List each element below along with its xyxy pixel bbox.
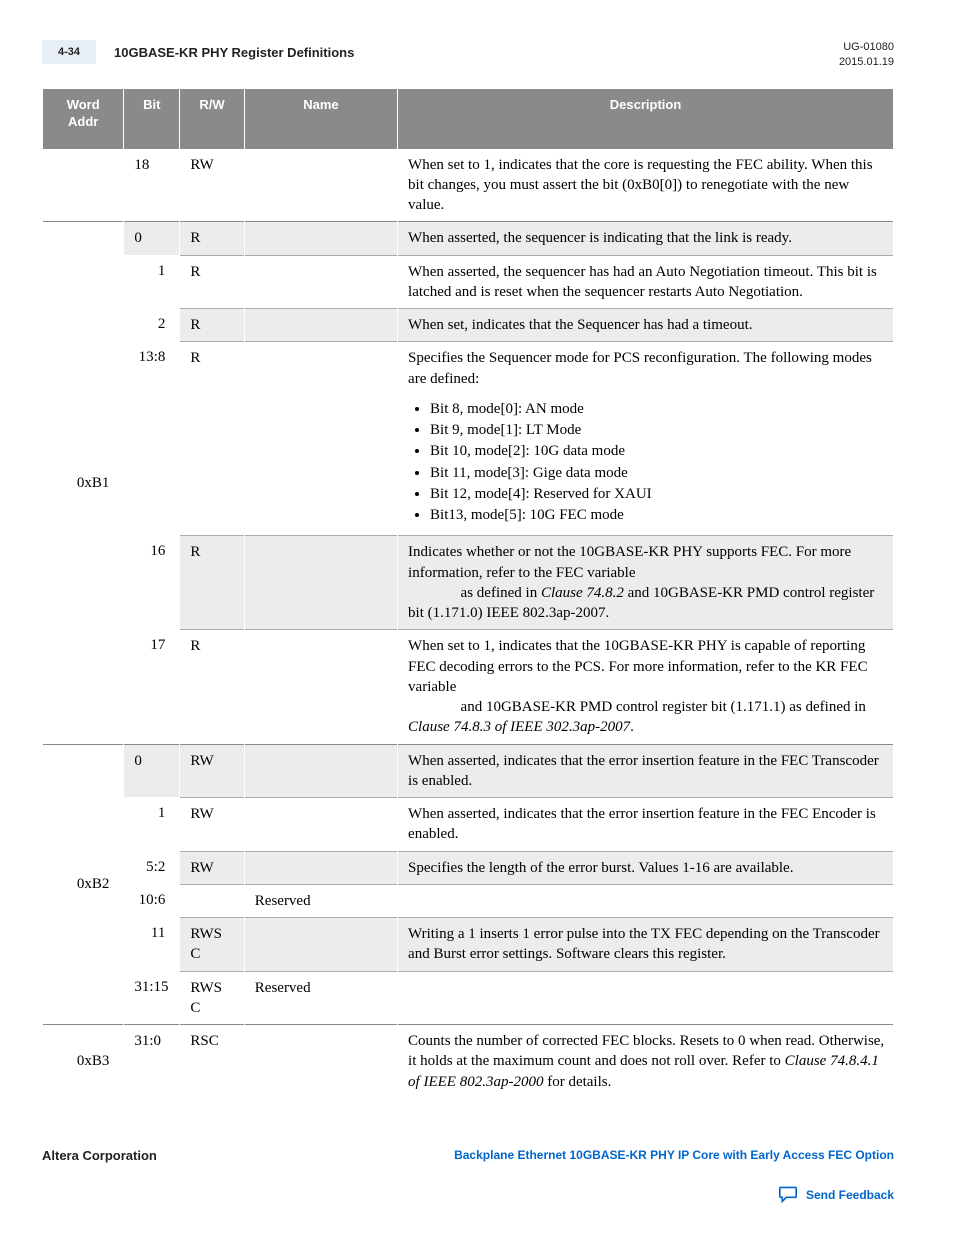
header-left: 4-34 10GBASE-KR PHY Register Definitions xyxy=(42,40,354,64)
col-word-addr: WordAddr xyxy=(43,89,123,149)
cell-description xyxy=(398,971,893,1025)
table-body: 18RWWhen set to 1, indicates that the co… xyxy=(43,149,893,1098)
cell-name xyxy=(245,255,397,309)
cell-rw: R xyxy=(180,629,243,743)
page-footer: Altera Corporation Backplane Ethernet 10… xyxy=(42,1148,894,1163)
doc-id: UG-01080 xyxy=(839,40,894,55)
cell-rw: R xyxy=(180,221,243,254)
cell-bit: 16 xyxy=(124,535,179,629)
cell-rw: RW xyxy=(180,851,243,884)
table-row: 17R When set to 1, indicates that the 10G… xyxy=(43,629,893,743)
register-table: WordAddr Bit R/W Name Description 18RWWh… xyxy=(42,89,894,1098)
cell-rw: R xyxy=(180,308,243,341)
table-row: 2R When set, indicates that the Sequencer… xyxy=(43,308,893,341)
table-row: 10:6 Reserved xyxy=(43,884,893,917)
table-row: 13:8R Specifies the Sequencer mode for PC… xyxy=(43,341,893,535)
table-row: 11RWSC Writing a 1 inserts 1 error pulse … xyxy=(43,917,893,971)
table-row: 0xB20RWWhen asserted, indicates that the… xyxy=(43,744,893,798)
cell-bit: 2 xyxy=(124,308,179,341)
cell-bit: 1 xyxy=(124,255,179,309)
cell-description: When asserted, indicates that the error … xyxy=(398,797,893,851)
cell-bit: 13:8 xyxy=(124,341,179,535)
feedback-label: Send Feedback xyxy=(806,1188,894,1202)
page-header: 4-34 10GBASE-KR PHY Register Definitions… xyxy=(42,40,894,71)
table-row: 16R Indicates whether or not the 10GBASE-… xyxy=(43,535,893,629)
cell-description: When set to 1, indicates that the 10GBAS… xyxy=(398,629,893,743)
table-row: 1R When asserted, the sequencer has had a… xyxy=(43,255,893,309)
cell-bit: 5:2 xyxy=(124,851,179,884)
cell-name xyxy=(245,535,397,629)
cell-description: Writing a 1 inserts 1 error pulse into t… xyxy=(398,917,893,971)
cell-bit: 18 xyxy=(124,149,179,222)
table-row: 18RW When set to 1, indicates that the co… xyxy=(43,149,893,222)
cell-rw: RW xyxy=(180,797,243,851)
cell-description: When asserted, the sequencer has had an … xyxy=(398,255,893,309)
cell-rw: RW xyxy=(180,744,243,798)
cell-rw: RSC xyxy=(180,1024,243,1098)
cell-description: Indicates whether or not the 10GBASE-KR … xyxy=(398,535,893,629)
feedback-link[interactable]: Send Feedback xyxy=(42,1185,894,1206)
cell-name xyxy=(245,1024,397,1098)
table-header: WordAddr Bit R/W Name Description xyxy=(43,89,893,149)
section-title: 10GBASE-KR PHY Register Definitions xyxy=(114,45,354,60)
cell-name xyxy=(245,797,397,851)
cell-name xyxy=(245,629,397,743)
cell-rw: R xyxy=(180,341,243,535)
cell-word-addr xyxy=(43,149,123,222)
cell-rw: RWSC xyxy=(180,917,243,971)
cell-description: When asserted, the sequencer is indicati… xyxy=(398,221,893,254)
cell-description xyxy=(398,884,893,917)
cell-word-addr: 0xB1 xyxy=(43,221,123,743)
cell-bit: 11 xyxy=(124,917,179,971)
footer-company: Altera Corporation xyxy=(42,1148,157,1163)
cell-name: Reserved xyxy=(245,971,397,1025)
cell-name xyxy=(245,851,397,884)
table-row: 1RW When asserted, indicates that the err… xyxy=(43,797,893,851)
cell-word-addr: 0xB3 xyxy=(43,1024,123,1098)
cell-bit: 0 xyxy=(124,221,179,254)
col-rw: R/W xyxy=(180,89,243,149)
doc-date: 2015.01.19 xyxy=(839,55,894,70)
cell-name xyxy=(245,744,397,798)
cell-bit: 1 xyxy=(124,797,179,851)
page-number: 4-34 xyxy=(42,40,96,64)
feedback-icon xyxy=(778,1185,798,1206)
cell-name xyxy=(245,308,397,341)
cell-name xyxy=(245,149,397,222)
cell-rw: R xyxy=(180,535,243,629)
cell-bit: 31:0 xyxy=(124,1024,179,1098)
cell-bit: 0 xyxy=(124,744,179,798)
cell-bit: 10:6 xyxy=(124,884,179,917)
cell-description: Specifies the length of the error burst.… xyxy=(398,851,893,884)
footer-link[interactable]: Backplane Ethernet 10GBASE-KR PHY IP Cor… xyxy=(454,1148,894,1162)
cell-description: When set to 1, indicates that the core i… xyxy=(398,149,893,222)
cell-name: Reserved xyxy=(245,884,397,917)
col-bit: Bit xyxy=(124,89,179,149)
cell-description: Specifies the Sequencer mode for PCS rec… xyxy=(398,341,893,535)
cell-rw: RW xyxy=(180,149,243,222)
col-desc: Description xyxy=(398,89,893,149)
table-row: 0xB10RWhen asserted, the sequencer is in… xyxy=(43,221,893,254)
table-row: 31:15RWSCReserved xyxy=(43,971,893,1025)
cell-word-addr: 0xB2 xyxy=(43,744,123,1025)
cell-rw xyxy=(180,884,243,917)
cell-name xyxy=(245,221,397,254)
cell-bit: 31:15 xyxy=(124,971,179,1025)
cell-name xyxy=(245,917,397,971)
cell-rw: R xyxy=(180,255,243,309)
cell-name xyxy=(245,341,397,535)
cell-description: Counts the number of corrected FEC block… xyxy=(398,1024,893,1098)
header-right: UG-01080 2015.01.19 xyxy=(839,40,894,71)
col-name: Name xyxy=(245,89,397,149)
table-row: 5:2RW Specifies the length of the error b… xyxy=(43,851,893,884)
cell-description: When set, indicates that the Sequencer h… xyxy=(398,308,893,341)
cell-description: When asserted, indicates that the error … xyxy=(398,744,893,798)
cell-bit: 17 xyxy=(124,629,179,743)
cell-rw: RWSC xyxy=(180,971,243,1025)
table-row: 0xB331:0RSC Counts the number of correcte… xyxy=(43,1024,893,1098)
